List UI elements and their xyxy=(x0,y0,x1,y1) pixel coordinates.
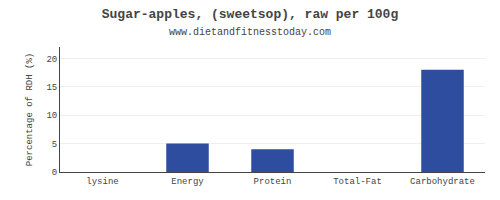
svg-text:Carbohydrate: Carbohydrate xyxy=(410,177,475,187)
svg-text:Total-Fat: Total-Fat xyxy=(333,177,382,187)
svg-text:Energy: Energy xyxy=(171,177,204,187)
svg-text:10: 10 xyxy=(46,111,57,121)
svg-text:Protein: Protein xyxy=(254,177,292,187)
svg-text:15: 15 xyxy=(46,83,57,93)
svg-text:5: 5 xyxy=(52,140,57,150)
svg-text:Sugar-apples, (sweetsop), raw: Sugar-apples, (sweetsop), raw per 100gww… xyxy=(102,7,399,38)
svg-text:0: 0 xyxy=(52,168,57,178)
svg-text:lysine: lysine xyxy=(86,177,118,187)
svg-text:Percentage of RDH (%): Percentage of RDH (%) xyxy=(25,53,35,166)
svg-text:20: 20 xyxy=(46,55,57,65)
